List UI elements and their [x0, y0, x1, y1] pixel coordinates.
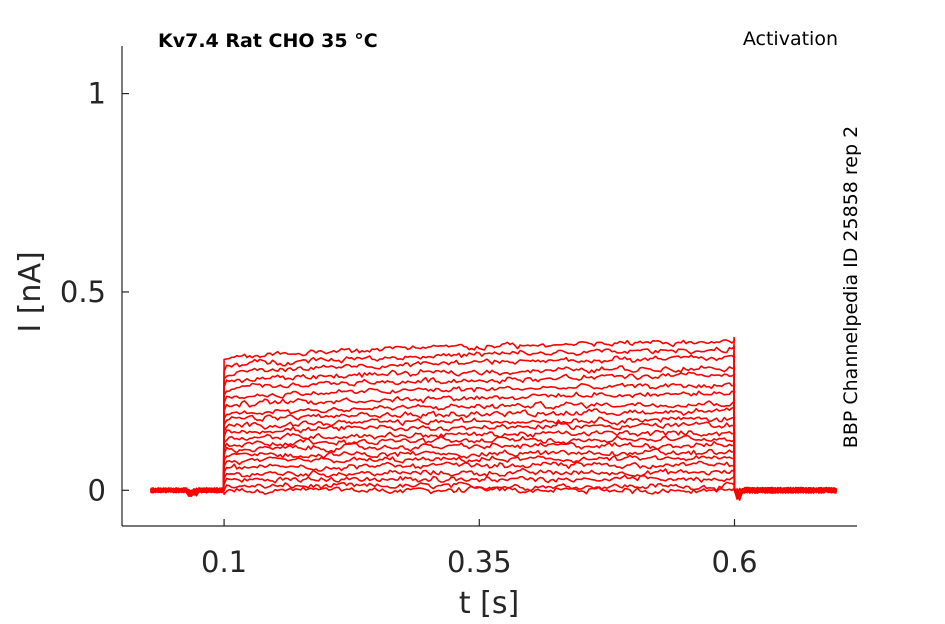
source-id-label: BBP Channelpedia ID 25858 rep 2: [840, 126, 862, 448]
current-trace-3: [149, 473, 838, 497]
current-trace-11: [150, 420, 837, 501]
current-trace-14: [150, 398, 837, 498]
x-axis-label: t [s]: [459, 586, 519, 621]
current-trace-19: [150, 352, 837, 500]
current-trace-7: [149, 447, 837, 497]
x-tick-label: 0.1: [201, 545, 247, 579]
current-trace-15: [150, 388, 838, 500]
current-trace-9: [150, 434, 837, 497]
y-tick-label: 0.5: [60, 275, 106, 309]
current-trace-18: [149, 362, 837, 496]
x-tick-label: 0.6: [711, 545, 757, 579]
current-trace-17: [150, 370, 838, 499]
y-ticks-group: 00.51: [60, 77, 129, 507]
current-trace-21: [150, 336, 837, 500]
y-tick-label: 1: [88, 77, 106, 111]
current-trace-4: [150, 467, 838, 498]
current-trace-5: [150, 459, 837, 495]
current-trace-20: [150, 344, 837, 499]
current-trace-8: [150, 439, 837, 498]
x-tick-label: 0.35: [447, 545, 512, 579]
current-trace-10: [150, 428, 838, 497]
y-axis-label: I [nA]: [13, 251, 48, 332]
current-trace-13: [150, 406, 837, 498]
y-tick-label: 0: [88, 473, 106, 507]
current-trace-12: [150, 414, 837, 497]
current-trace-6: [149, 453, 837, 499]
x-ticks-group: 0.1 0.35 0.6: [201, 519, 758, 579]
current-trace-16: [150, 380, 837, 501]
current-trace-2: [150, 481, 837, 495]
traces-group: [149, 336, 838, 501]
chart-condition-label: Activation: [743, 28, 838, 50]
chart-title: Kv7.4 Rat CHO 35 °C: [158, 30, 378, 52]
current-trace-1: [150, 485, 838, 498]
